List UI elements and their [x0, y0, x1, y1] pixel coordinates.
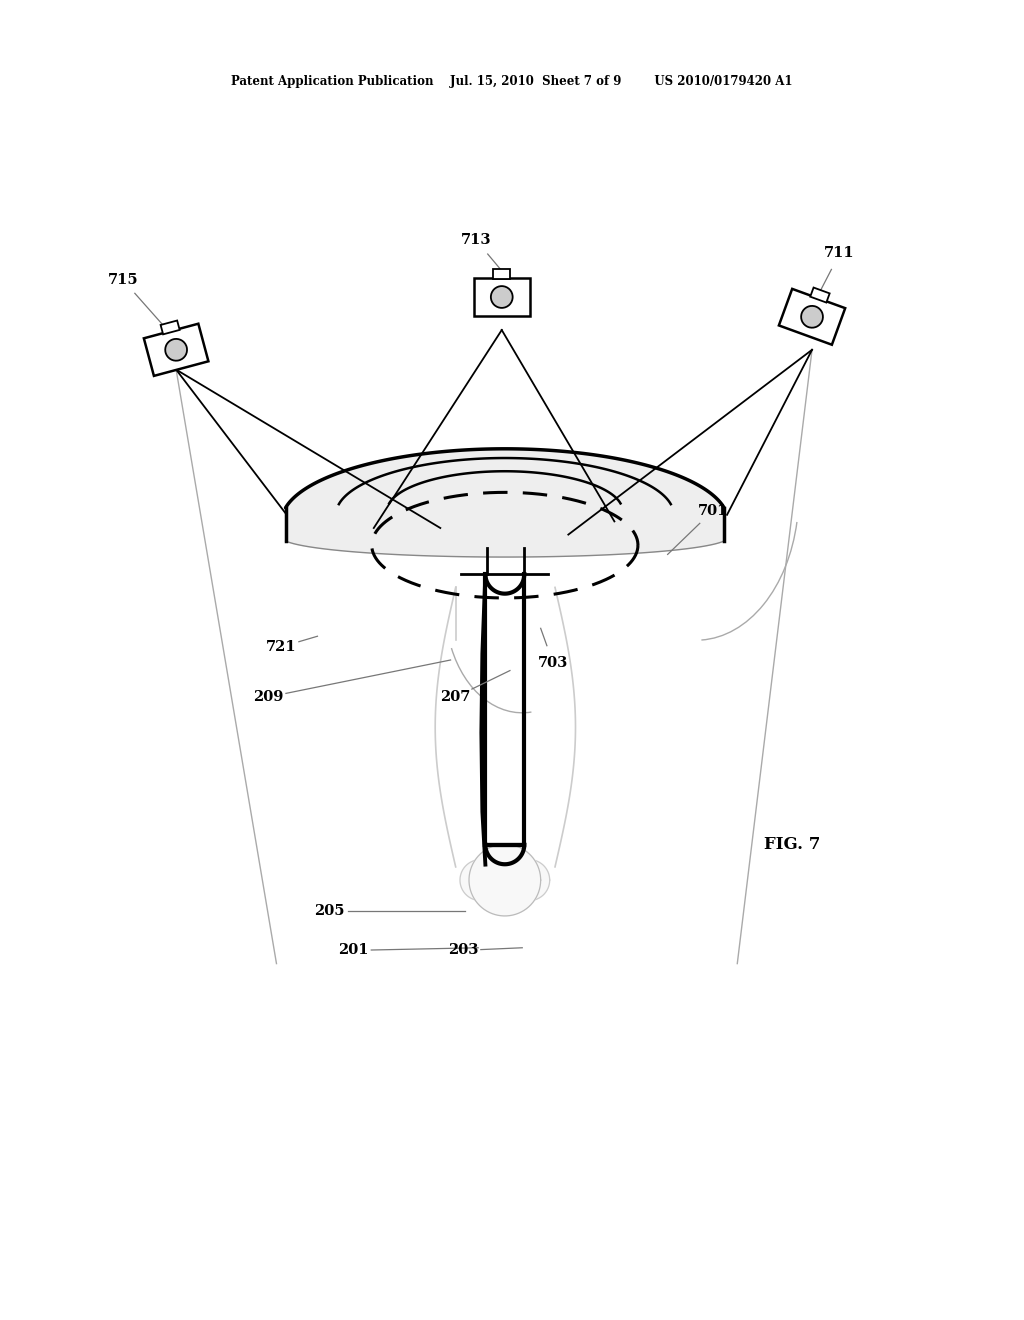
Bar — [779, 289, 845, 345]
Polygon shape — [469, 845, 541, 916]
Text: 203: 203 — [447, 944, 478, 957]
Text: 201: 201 — [338, 944, 369, 957]
Text: 721: 721 — [266, 640, 297, 653]
Text: 205: 205 — [314, 904, 345, 917]
Bar — [810, 288, 829, 302]
Bar — [473, 277, 530, 317]
Text: 701: 701 — [697, 504, 728, 517]
Polygon shape — [460, 859, 501, 900]
Circle shape — [165, 339, 187, 360]
Circle shape — [801, 306, 823, 327]
Bar — [161, 321, 179, 334]
Text: Patent Application Publication    Jul. 15, 2010  Sheet 7 of 9        US 2010/017: Patent Application Publication Jul. 15, … — [231, 75, 793, 88]
Text: 711: 711 — [824, 247, 855, 260]
Polygon shape — [286, 449, 724, 557]
Polygon shape — [509, 859, 550, 900]
Circle shape — [490, 286, 513, 308]
Bar — [494, 269, 510, 279]
Text: 209: 209 — [253, 690, 284, 704]
Text: 713: 713 — [461, 234, 492, 247]
Bar — [143, 323, 209, 376]
Text: FIG. 7: FIG. 7 — [764, 837, 820, 853]
Text: 703: 703 — [538, 656, 568, 669]
Text: 207: 207 — [440, 690, 471, 704]
Text: 715: 715 — [108, 273, 138, 286]
